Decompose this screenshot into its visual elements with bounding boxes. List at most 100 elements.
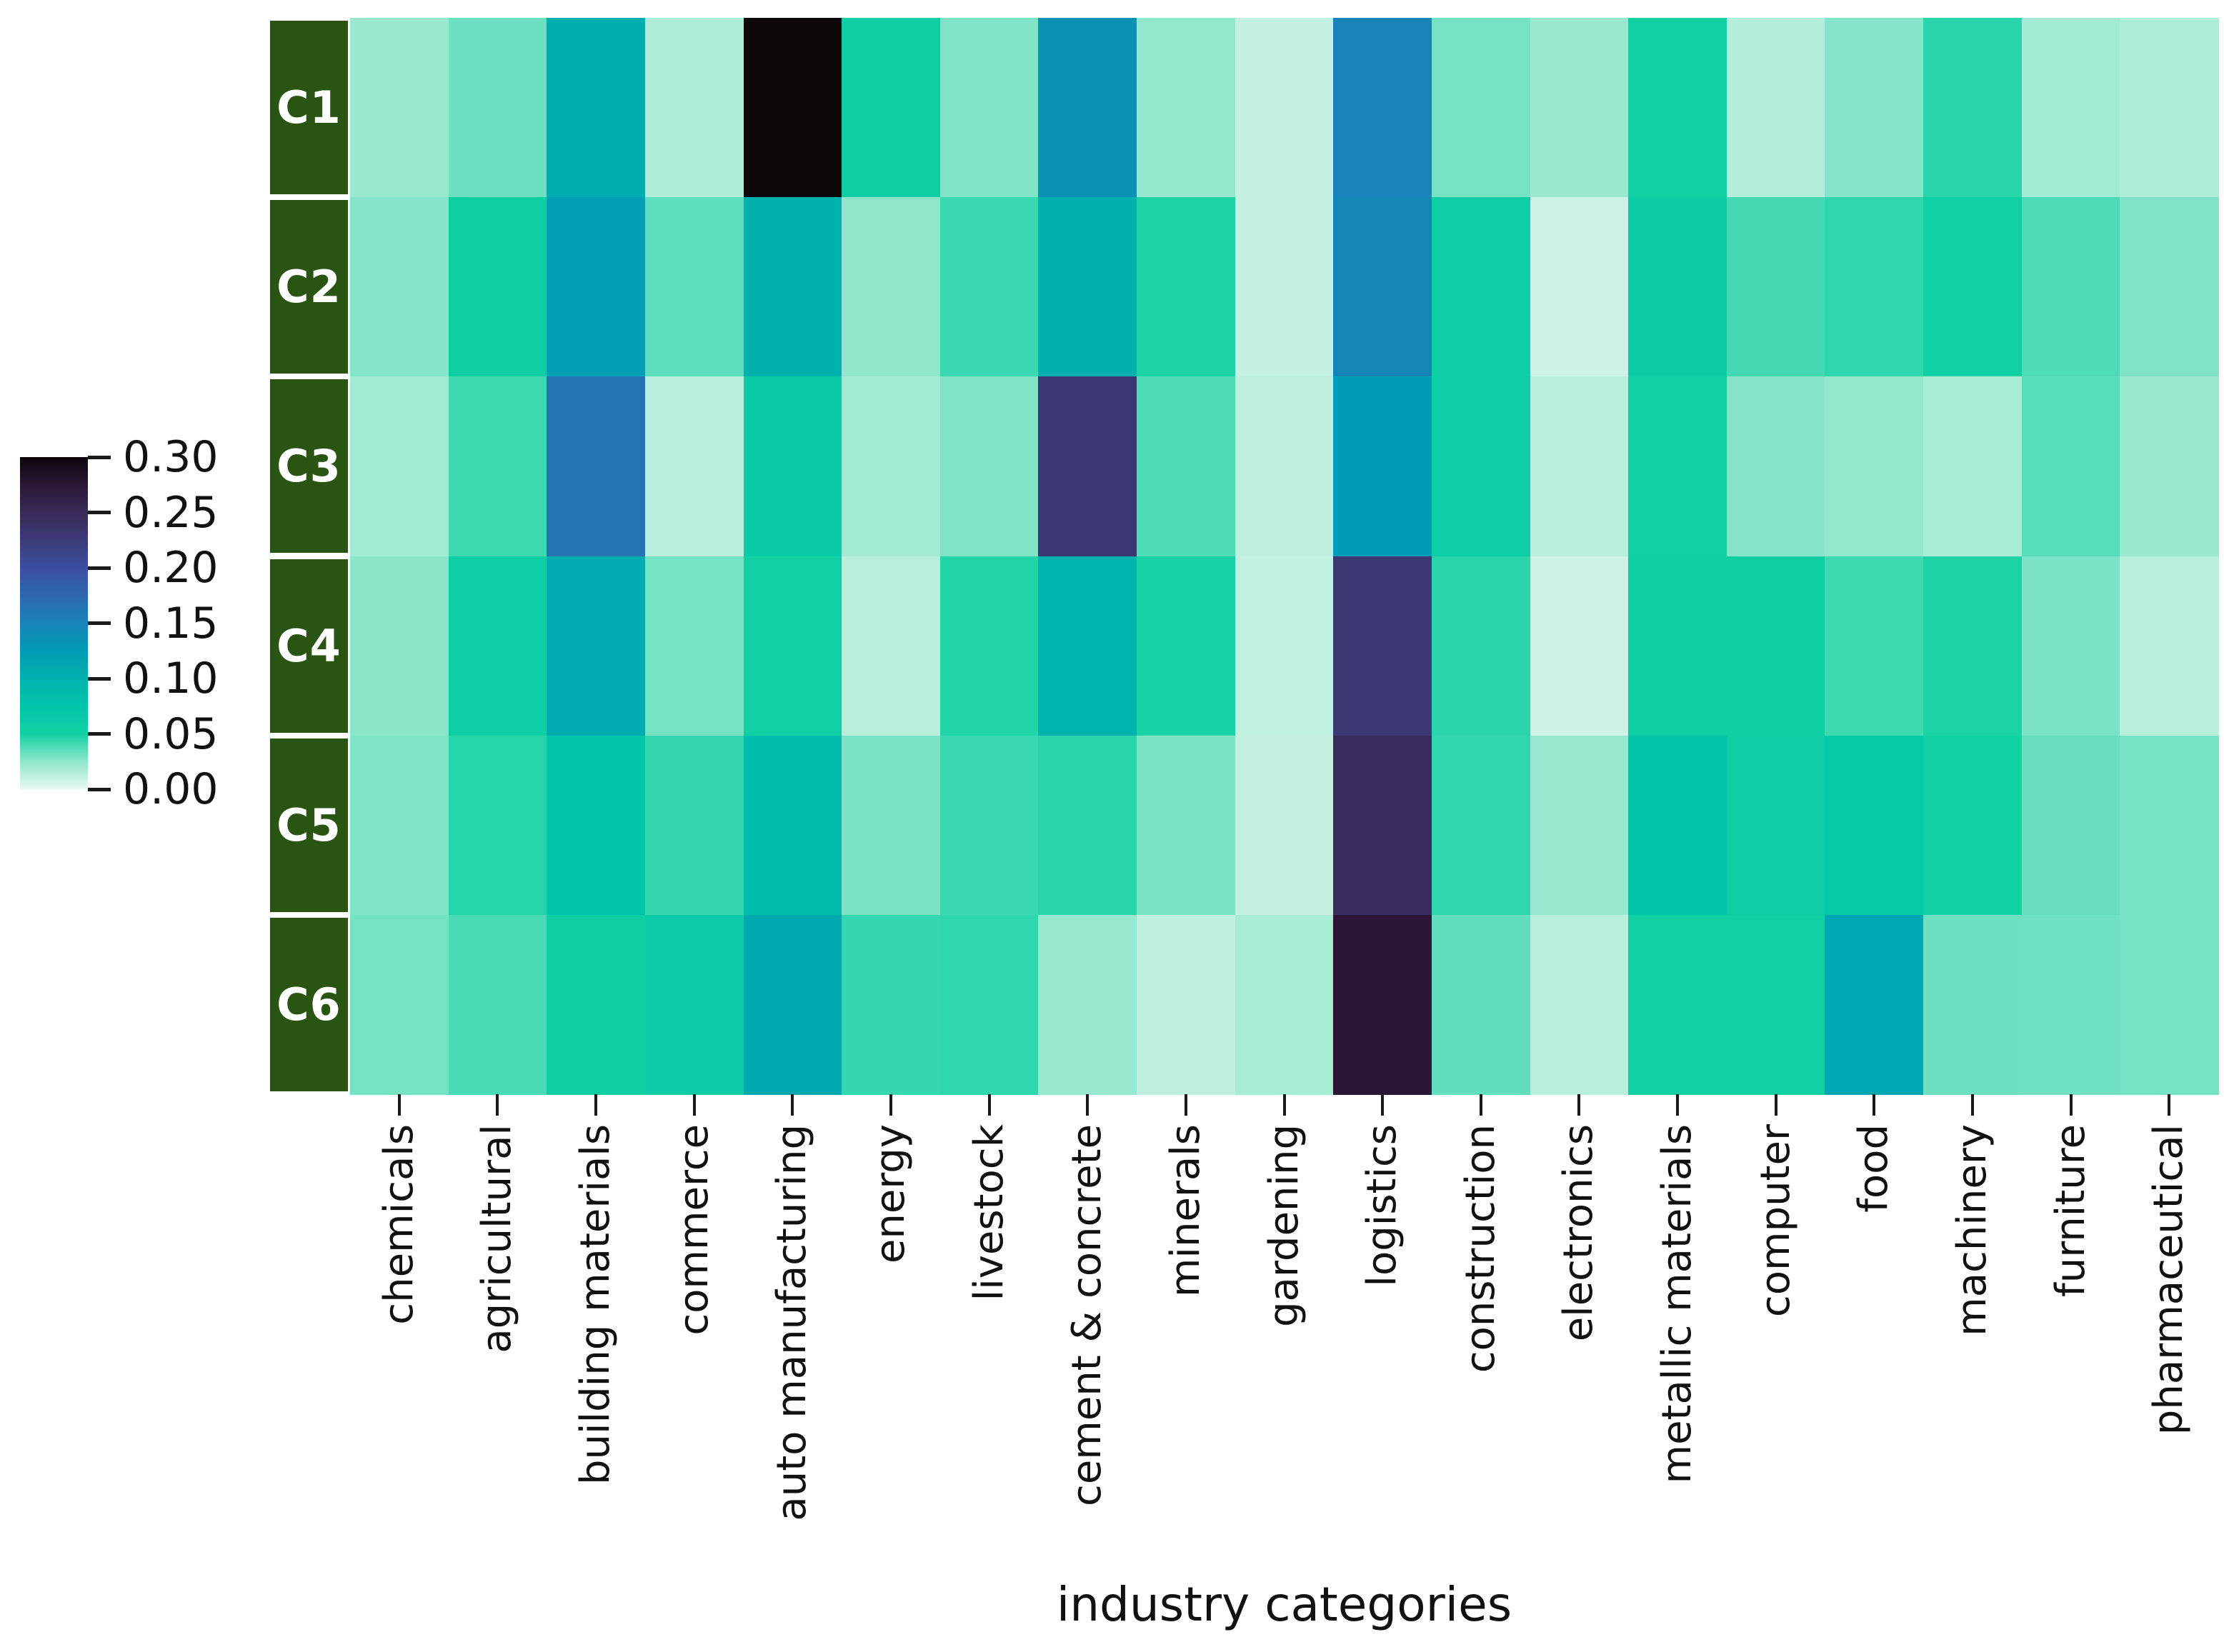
heatmap-cell [1038,914,1137,1095]
x-tick-mark [791,1094,794,1116]
heatmap-cell [743,376,842,557]
heatmap-cell [939,556,1039,736]
row-label: C6 [270,917,348,1091]
x-tick-mark [1774,1094,1777,1116]
heatmap-cell [743,735,842,916]
heatmap-cell [1530,735,1629,916]
colorbar [20,457,88,789]
colorbar-tick-mark [88,621,111,625]
heatmap-cell [2120,556,2219,736]
heatmap-cell [644,376,744,557]
heatmap-cell [1333,18,1432,198]
heatmap-cell [350,376,449,557]
heatmap-cell [448,735,547,916]
heatmap-cell [2120,197,2219,378]
row-label: C4 [270,559,348,733]
heatmap-cell [448,18,547,198]
heatmap-cell [1137,556,1236,736]
heatmap-cell [1235,197,1334,378]
heatmap-cell [1628,197,1727,378]
heatmap-cell [2120,735,2219,916]
heatmap-cell [1923,376,2023,557]
colorbar-tick-label: 0.20 [123,543,219,593]
heatmap-cell [2120,376,2219,557]
x-tick-mark [1873,1094,1876,1116]
heatmap-cell [1726,556,1826,736]
heatmap-cell [1431,18,1531,198]
heatmap-cell [1038,18,1137,198]
x-tick-mark [1184,1094,1187,1116]
heatmap-cell [1530,556,1629,736]
heatmap-cell [1235,376,1334,557]
x-tick-mark [1086,1094,1089,1116]
heatmap-cell [1726,18,1826,198]
x-tick-mark [594,1094,598,1116]
heatmap-cell [350,556,449,736]
x-tick-mark [692,1094,696,1116]
heatmap-cell [350,914,449,1095]
heatmap-cell [448,914,547,1095]
heatmap-cell [1137,376,1236,557]
colorbar-tick-label: 0.15 [123,598,219,649]
heatmap-cell [1137,735,1236,916]
heatmap-cell [448,556,547,736]
heatmap-cell [350,197,449,378]
heatmap-cell [939,914,1039,1095]
heatmap-cell [743,197,842,378]
heatmap-cell [1333,735,1432,916]
heatmap-cell [644,914,744,1095]
heatmap-cell [547,376,646,557]
heatmap-cell [1628,914,1727,1095]
x-tick-mark [889,1094,892,1116]
heatmap-cell [939,18,1039,198]
x-tick-mark [1381,1094,1385,1116]
heatmap-cell [1235,18,1334,198]
colorbar-tick-label: 0.10 [123,654,219,704]
heatmap-cell [1530,376,1629,557]
heatmap-cell [1431,197,1531,378]
heatmap-cell [350,735,449,916]
heatmap-cell [1038,735,1137,916]
heatmap-cell [448,376,547,557]
row-label: C5 [270,738,348,912]
heatmap-cell [2021,556,2121,736]
heatmap-cell [1825,376,1924,557]
row-label: C3 [270,379,348,554]
heatmap-cell [1628,556,1727,736]
heatmap-cell [2021,914,2121,1095]
x-tick-mark [2168,1094,2171,1116]
heatmap-cell [2021,18,2121,198]
heatmap-cell [350,18,449,198]
colorbar-tick-label: 0.25 [123,487,219,538]
heatmap-cell [1333,197,1432,378]
heatmap-cell [1628,18,1727,198]
colorbar-tick-mark [88,787,111,791]
x-tick-mark [987,1094,991,1116]
x-tick-mark [1577,1094,1581,1116]
heatmap-cell [547,197,646,378]
heatmap-cell [842,376,941,557]
heatmap-cell [2120,18,2219,198]
heatmap-cell [1726,914,1826,1095]
colorbar-tick-label: 0.30 [123,432,219,482]
heatmap-cell [2120,914,2219,1095]
heatmap-cell [842,914,941,1095]
heatmap-cell [1530,18,1629,198]
heatmap-cell [1137,18,1236,198]
heatmap-cell [1923,18,2023,198]
heatmap-cell [1333,376,1432,557]
heatmap-cell [743,18,842,198]
heatmap-cell [1530,914,1629,1095]
heatmap-cell [547,914,646,1095]
heatmap-cell [644,735,744,916]
colorbar-tick-mark [88,511,111,514]
heatmap-cell [1431,735,1531,916]
heatmap-cell [1628,376,1727,557]
heatmap-cell [1038,197,1137,378]
colorbar-tick-label: 0.00 [123,764,219,814]
x-tick-mark [397,1094,401,1116]
heatmap-cell [842,556,941,736]
heatmap-cell [1235,556,1334,736]
x-axis-title: industry categories [1056,1577,1512,1632]
